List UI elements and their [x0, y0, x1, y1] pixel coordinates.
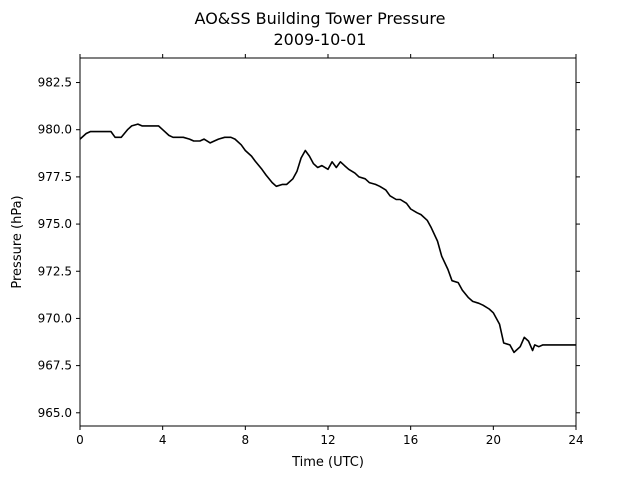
y-tick-label: 965.0	[38, 406, 72, 420]
chart-subtitle: 2009-10-01	[274, 30, 367, 49]
y-tick-label: 982.5	[38, 76, 72, 90]
axis-ticks	[76, 54, 580, 430]
x-axis-label: Time (UTC)	[291, 455, 364, 470]
x-tick-label: 20	[486, 433, 501, 447]
y-tick-label: 977.5	[38, 170, 72, 184]
y-tick-label: 980.0	[38, 123, 72, 137]
chart-title: AO&SS Building Tower Pressure	[195, 9, 446, 28]
x-tick-label: 8	[242, 433, 250, 447]
x-tick-label: 4	[159, 433, 167, 447]
y-tick-label: 967.5	[38, 359, 72, 373]
x-tick-label: 16	[403, 433, 418, 447]
x-tick-label: 24	[568, 433, 583, 447]
y-tick-label: 975.0	[38, 217, 72, 231]
pressure-line	[79, 123, 576, 354]
y-tick-label: 972.5	[38, 264, 72, 278]
y-axis-label: Pressure (hPa)	[10, 195, 25, 288]
axis-tick-labels: 0 4 8 12 16 20 24 965.0 967.5 970.0 972.5 975.0 977.…	[38, 76, 584, 447]
x-tick-label: 12	[320, 433, 335, 447]
plot-frame	[79, 57, 577, 427]
x-tick-label: 0	[76, 433, 84, 447]
y-tick-label: 970.0	[38, 311, 72, 325]
